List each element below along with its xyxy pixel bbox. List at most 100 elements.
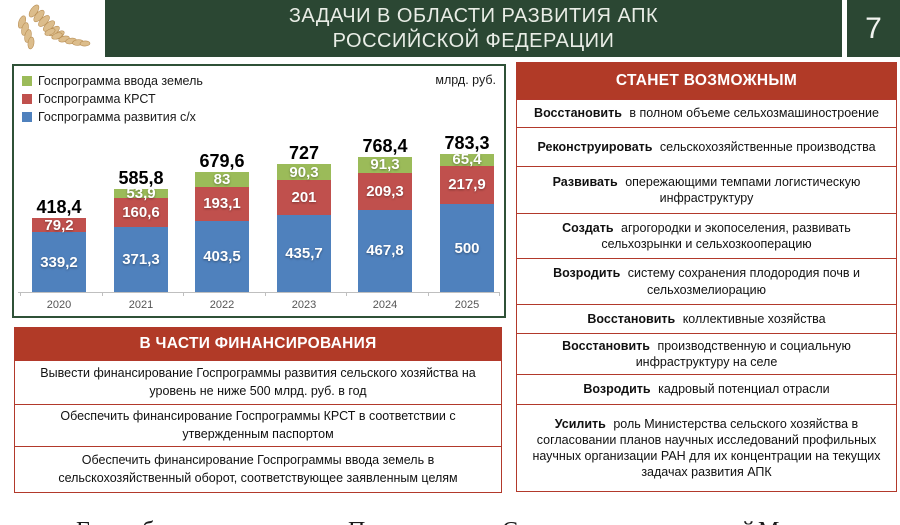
legend-swatch-icon (22, 94, 32, 104)
x-axis-category-label: 2024 (372, 299, 398, 311)
possible-item-lead: Восстановить (562, 338, 650, 353)
clipped-caption-fragment: Г (76, 519, 90, 525)
x-axis-tick (346, 292, 347, 296)
possible-item: Возродить кадровый потенциал отрасли (516, 374, 897, 405)
clipped-caption-fragment: М (758, 519, 779, 525)
bar-segment: 209,3 (358, 172, 412, 210)
possible-item-lead: Восстановить (587, 311, 676, 326)
bar-segment: 435,7 (277, 215, 331, 292)
possible-item-text: Реконструировать сельскохозяйственные пр… (537, 139, 876, 154)
bar-segment-value: 90,3 (289, 163, 319, 181)
legend-item: Госпрограмма КРСТ (22, 90, 203, 108)
x-axis-tick (428, 292, 429, 296)
bar-segment-value: 500 (454, 239, 480, 257)
bar-total-label: 783,3 (444, 133, 490, 154)
bar-segment-value: 65,4 (452, 151, 482, 169)
chart-plot: 339,2 79,2 418,4 2020 371,3 160,6 53,9 585,8 202… (14, 66, 504, 316)
possible-item-text: Развивать опережающими темпами логистиче… (552, 174, 861, 205)
possible-item-lead: Создать (562, 220, 614, 235)
bar-segment-value: 160,6 (122, 204, 160, 221)
x-axis-category-label: 2023 (291, 299, 317, 311)
legend-label: Госпрограмма КРСТ (38, 92, 156, 106)
possible-item-lead: Реконструировать (537, 139, 653, 154)
bar-segment-value: 91,3 (370, 156, 400, 174)
x-axis-tick (499, 292, 500, 296)
possible-item: Восстановить производственную и социальн… (516, 333, 897, 375)
bar-segment: 160,6 (114, 198, 168, 227)
possible-item-lead: Усилить (554, 416, 606, 431)
bar-segment: 91,3 (358, 156, 412, 174)
bar-total-label: 585,8 (118, 167, 164, 188)
bar-segment: 53,9 (114, 185, 168, 202)
bar-segment-value: 403,5 (203, 247, 241, 265)
possible-item: Реконструировать сельскохозяйственные пр… (516, 127, 897, 167)
possible-item-lead: Возродить (583, 382, 651, 397)
x-axis-line (18, 292, 500, 293)
possible-item-text: Создать агрогородки и экопоселения, разв… (562, 220, 851, 251)
slide-title-line2: РОССИЙСКОЙ ФЕДЕРАЦИИ (332, 29, 615, 52)
bar-segment: 83 (195, 171, 249, 189)
clipped-caption-fragment: й (742, 519, 755, 525)
x-axis-tick (183, 292, 184, 296)
slide-title-banner: ЗАДАЧИ В ОБЛАСТИ РАЗВИТИЯ АПК РОССИЙСКОЙ… (105, 0, 842, 57)
legend-label: Госпрограмма ввода земель (38, 74, 203, 88)
chart-legend: Госпрограмма ввода земель Госпрограмма КР… (22, 72, 203, 126)
possible-item: Развивать опережающими темпами логистиче… (516, 166, 897, 214)
possible-item-text: Усилить роль Министерства сельского хозя… (532, 416, 881, 480)
bar-segment-value: 83 (213, 171, 231, 189)
bar-segment-value: 79,2 (44, 216, 74, 234)
possible-item: Усилить роль Министерства сельского хозя… (516, 404, 897, 492)
financing-panel: В ЧАСТИ ФИНАНСИРОВАНИЯ Вывести финансиро… (14, 327, 502, 493)
bar-segment: 339,2 (32, 232, 86, 292)
legend-item: Госпрограмма развития с/х (22, 108, 203, 126)
x-axis-category-label: 2020 (46, 299, 72, 311)
wheat-ears-icon (17, 4, 91, 50)
possible-item-lead: Возродить (553, 266, 621, 281)
possible-item-text: Возродить кадровый потенциал отрасли (583, 382, 830, 397)
bar-segment-value: 217,9 (448, 176, 486, 194)
bar-segment: 371,3 (114, 226, 168, 292)
bar-segment: 90,3 (277, 163, 331, 181)
bar-segment: 193,1 (195, 186, 249, 221)
x-axis-tick (102, 292, 103, 296)
possible-item-text: Восстановить в полном объеме сельхозмаши… (534, 106, 879, 121)
x-axis-category-label: 2021 (128, 299, 154, 311)
possible-item: Восстановить коллективные хозяйства (516, 304, 897, 334)
legend-swatch-icon (22, 112, 32, 122)
bar-total-label: 679,6 (199, 151, 245, 172)
possible-item: Возродить систему сохранения плодородия … (516, 258, 897, 305)
bar-segment: 217,9 (440, 165, 494, 204)
bar-segment-value: 371,3 (122, 250, 160, 268)
possible-item-text: Восстановить производственную и социальн… (562, 338, 851, 369)
possible-item: Создать агрогородки и экопоселения, разв… (516, 213, 897, 259)
bar-total-label: 418,4 (36, 197, 82, 218)
chart-unit-label: млрд. руб. (435, 73, 496, 87)
bar-segment-value: 339,2 (40, 253, 78, 271)
bar-segment-value: 467,8 (366, 242, 404, 260)
x-axis-tick (265, 292, 266, 296)
financing-item: Обеспечить финансирование Госпрограммы в… (15, 446, 501, 492)
x-axis-tick (20, 292, 21, 296)
x-axis-category-label: 2022 (209, 299, 235, 311)
bar-segment: 500 (440, 204, 494, 292)
clipped-caption-fragment: С (502, 519, 518, 525)
possible-panel: СТАНЕТ ВОЗМОЖНЫМ Восстановить в полном о… (516, 62, 897, 492)
financing-item: Обеспечить финансирование Госпрограммы К… (15, 404, 501, 446)
financing-item: Вывести финансирование Госпрограммы разв… (15, 360, 501, 404)
wheat-logo (4, 2, 102, 56)
possible-item: Восстановить в полном объеме сельхозмаши… (516, 99, 897, 128)
bar-segment-value: 201 (291, 189, 317, 207)
clipped-caption-fragment: б (142, 519, 154, 525)
possible-item-text: Восстановить коллективные хозяйства (587, 311, 826, 326)
possible-item-lead: Восстановить (534, 106, 622, 121)
possible-item-lead: Развивать (552, 174, 618, 189)
x-axis-category-label: 2025 (454, 299, 480, 311)
legend-swatch-icon (22, 76, 32, 86)
legend-label: Госпрограмма развития с/х (38, 110, 196, 124)
financing-panel-title: В ЧАСТИ ФИНАНСИРОВАНИЯ (15, 328, 501, 360)
possible-panel-title: СТАНЕТ ВОЗМОЖНЫМ (516, 62, 897, 100)
bar-segment: 403,5 (195, 220, 249, 292)
bar-total-label: 727 (288, 143, 320, 164)
bar-segment: 79,2 (32, 216, 86, 234)
